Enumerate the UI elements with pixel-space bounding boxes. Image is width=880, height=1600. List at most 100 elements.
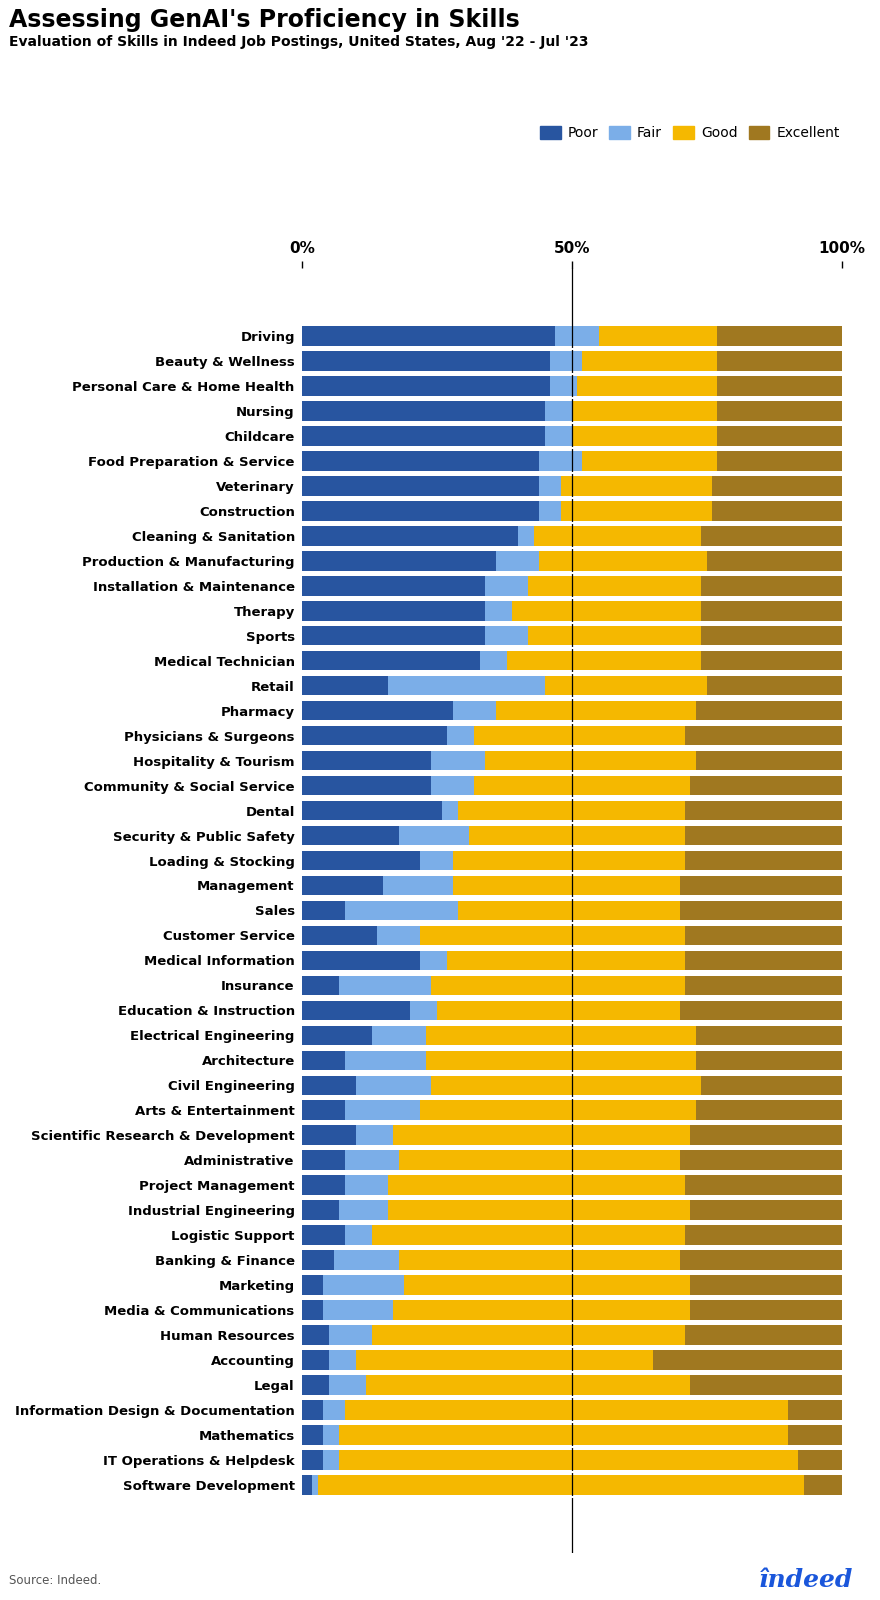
Bar: [302, 1475, 312, 1494]
Bar: [329, 1376, 366, 1395]
Bar: [302, 1026, 372, 1045]
Bar: [345, 1176, 388, 1195]
Bar: [572, 426, 717, 446]
Bar: [528, 576, 701, 595]
Bar: [302, 1200, 340, 1219]
Bar: [447, 726, 474, 746]
Bar: [340, 1426, 788, 1445]
Bar: [539, 501, 561, 520]
Bar: [717, 426, 841, 446]
Bar: [302, 576, 485, 595]
Bar: [598, 326, 717, 346]
Bar: [717, 376, 841, 395]
Bar: [485, 576, 528, 595]
Bar: [302, 875, 383, 896]
Bar: [458, 901, 679, 920]
Bar: [302, 1426, 323, 1445]
Bar: [312, 1475, 318, 1494]
Bar: [696, 1051, 841, 1070]
Bar: [302, 1350, 329, 1370]
Bar: [302, 1075, 356, 1094]
Bar: [701, 576, 841, 595]
Bar: [539, 477, 561, 496]
Bar: [534, 526, 701, 546]
Bar: [685, 976, 841, 995]
Bar: [496, 550, 539, 571]
Bar: [383, 875, 453, 896]
Bar: [399, 1150, 679, 1170]
Bar: [453, 851, 685, 870]
Bar: [302, 326, 555, 346]
Bar: [393, 1301, 690, 1320]
Bar: [442, 802, 458, 821]
Bar: [302, 1101, 345, 1120]
Bar: [345, 1101, 421, 1120]
Bar: [421, 851, 453, 870]
Bar: [561, 477, 712, 496]
Bar: [302, 901, 345, 920]
Bar: [485, 602, 512, 621]
Bar: [469, 826, 685, 845]
Bar: [323, 1426, 340, 1445]
Bar: [302, 1450, 323, 1470]
Bar: [302, 926, 378, 946]
Bar: [550, 376, 577, 395]
Bar: [431, 750, 485, 770]
Bar: [404, 1275, 690, 1294]
Bar: [426, 1026, 696, 1045]
Bar: [323, 1400, 345, 1419]
Bar: [696, 701, 841, 720]
Bar: [323, 1275, 404, 1294]
Bar: [685, 826, 841, 845]
Bar: [707, 550, 841, 571]
Bar: [717, 451, 841, 470]
Bar: [388, 1200, 690, 1219]
Bar: [712, 501, 841, 520]
Bar: [302, 851, 421, 870]
Bar: [701, 626, 841, 645]
Bar: [717, 352, 841, 371]
Bar: [696, 1026, 841, 1045]
Bar: [302, 602, 485, 621]
Bar: [431, 976, 685, 995]
Bar: [653, 1350, 841, 1370]
Bar: [577, 376, 717, 395]
Bar: [685, 926, 841, 946]
Bar: [426, 1051, 696, 1070]
Bar: [690, 776, 841, 795]
Bar: [485, 626, 528, 645]
Bar: [334, 1250, 399, 1270]
Bar: [431, 776, 474, 795]
Bar: [302, 1275, 323, 1294]
Bar: [453, 875, 679, 896]
Bar: [458, 802, 685, 821]
Bar: [517, 526, 534, 546]
Bar: [302, 651, 480, 670]
Bar: [545, 402, 572, 421]
Bar: [372, 1226, 685, 1245]
Text: Source: Indeed.: Source: Indeed.: [9, 1574, 101, 1587]
Bar: [356, 1350, 653, 1370]
Bar: [366, 1376, 690, 1395]
Bar: [701, 1075, 841, 1094]
Bar: [431, 1075, 701, 1094]
Bar: [572, 402, 717, 421]
Bar: [685, 851, 841, 870]
Bar: [410, 1000, 436, 1021]
Bar: [528, 626, 701, 645]
Bar: [302, 1000, 410, 1021]
Bar: [696, 750, 841, 770]
Bar: [545, 426, 572, 446]
Bar: [685, 950, 841, 970]
Bar: [302, 1176, 345, 1195]
Bar: [717, 402, 841, 421]
Bar: [302, 426, 545, 446]
Bar: [340, 1200, 388, 1219]
Bar: [302, 1150, 345, 1170]
Bar: [583, 451, 717, 470]
Bar: [583, 352, 717, 371]
Legend: Poor, Fair, Good, Excellent: Poor, Fair, Good, Excellent: [534, 120, 846, 146]
Bar: [302, 451, 539, 470]
Bar: [453, 701, 496, 720]
Bar: [561, 501, 712, 520]
